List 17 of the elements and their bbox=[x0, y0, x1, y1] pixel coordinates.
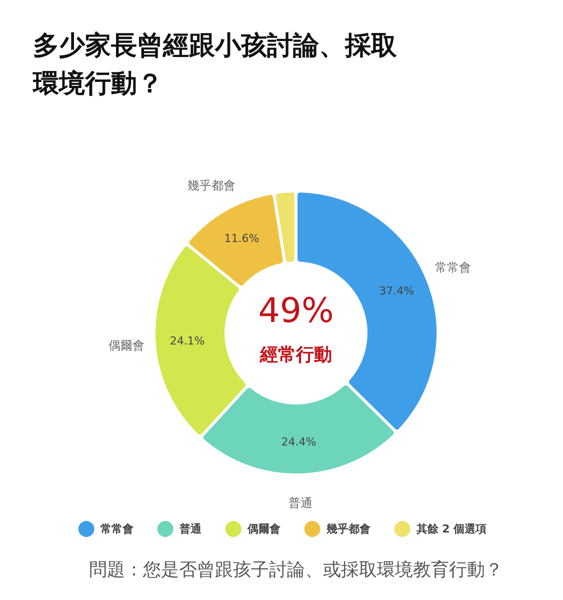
slice-label: 普通 bbox=[288, 496, 312, 510]
legend-label: 普通 bbox=[178, 522, 202, 536]
data-label: 24.4% bbox=[281, 435, 316, 448]
text: 49% bbox=[258, 291, 334, 331]
legend-label: 常常會 bbox=[100, 522, 134, 536]
slice-label: 常常會 bbox=[434, 260, 471, 274]
slice-label: 幾乎都會 bbox=[187, 178, 236, 193]
legend-label: 偶爾會 bbox=[246, 522, 280, 536]
legend-label: 其餘 2 個選項 bbox=[415, 522, 487, 536]
legend-label: 幾乎都會 bbox=[325, 522, 370, 536]
slice-label: 偶爾會 bbox=[108, 338, 144, 352]
text: 經常行動 bbox=[259, 344, 332, 366]
data-label: 11.6% bbox=[224, 232, 260, 245]
chart-title: 多少家長曾經跟小孩討論、採取環境行動？ bbox=[32, 31, 398, 99]
data-label: 24.1% bbox=[170, 334, 205, 348]
text: 問題：您是否曾跟孩子討論、或採取環境教育行動？ bbox=[89, 560, 503, 580]
data-label: 37.4% bbox=[379, 284, 414, 298]
